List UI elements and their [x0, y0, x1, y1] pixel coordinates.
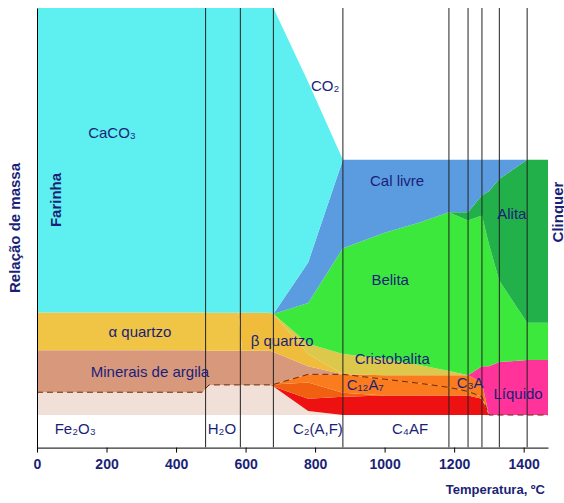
annotation: CO₂ — [311, 77, 340, 94]
reference-line — [448, 8, 449, 448]
annotation: H₂O — [208, 420, 236, 437]
series-label: C₂(A,F) — [293, 420, 343, 437]
x-tick-label: 1400 — [509, 456, 540, 472]
x-tick-label: 1200 — [439, 456, 470, 472]
area-band — [37, 8, 548, 314]
series-label: Minerais de argila — [91, 363, 210, 380]
x-tick-mark — [107, 448, 108, 453]
reference-line — [273, 8, 274, 448]
x-tick-mark — [246, 448, 247, 453]
y-axis — [37, 9, 38, 449]
x-tick-mark — [37, 448, 38, 453]
series-label: Fe₂O₃ — [55, 420, 96, 437]
x-tick: 1200 — [439, 448, 470, 472]
y-axis-title: Relação de massa — [6, 162, 23, 293]
x-tick-label: 200 — [95, 456, 119, 472]
x-tick-mark — [176, 448, 177, 453]
x-tick-mark — [315, 448, 316, 453]
series-label: Alita — [497, 205, 527, 222]
series-labels: Fe₂O₃ C₄AF C₂(A,F) C₁₂A₇ C₃A Líquido Minerais … — [55, 124, 543, 437]
reference-line — [205, 8, 206, 448]
series-label: Líquido — [493, 385, 542, 402]
annotation: Clinquer — [549, 181, 564, 242]
reference-line — [499, 8, 500, 448]
x-tick: 800 — [304, 448, 328, 472]
series-label: α quartzo — [108, 323, 171, 340]
x-tick-label: 400 — [165, 456, 189, 472]
plot-area — [37, 8, 548, 448]
reference-line — [342, 8, 343, 448]
x-axis-line — [38, 448, 549, 449]
x-tick: 200 — [95, 448, 119, 472]
x-axis: 0 200 400 600 800 1000 1200 1400 — [34, 448, 549, 472]
series-label: Cal livre — [370, 172, 424, 189]
chart: 0 200 400 600 800 1000 1200 1400 Temperatura, ºC… — [0, 0, 564, 503]
series-label: C₄AF — [392, 420, 428, 437]
reference-line — [240, 8, 241, 448]
series-label: C₃A — [457, 374, 484, 391]
x-tick-label: 1000 — [370, 456, 401, 472]
x-tick: 1000 — [370, 448, 401, 472]
series-label: β quartzo — [251, 332, 314, 349]
reference-line — [527, 8, 528, 448]
y-axis-line — [37, 9, 38, 449]
x-tick-label: 600 — [234, 456, 258, 472]
x-tick-mark — [454, 448, 455, 453]
series-label: Cristobalita — [355, 350, 431, 367]
series-label: Belita — [371, 271, 409, 288]
x-tick: 600 — [234, 448, 258, 472]
x-tick-mark — [524, 448, 525, 453]
boundary-line — [37, 374, 548, 415]
series-label: CaCO₃ — [88, 124, 136, 141]
x-tick-label: 0 — [34, 456, 42, 472]
x-tick-label: 800 — [304, 456, 328, 472]
x-tick: 1400 — [509, 448, 540, 472]
series-label: C₁₂A₇ — [347, 376, 384, 393]
x-axis-title: Temperatura, ºC — [446, 482, 546, 497]
x-tick: 400 — [165, 448, 189, 472]
x-tick: 0 — [34, 448, 42, 472]
x-tick-mark — [385, 448, 386, 453]
annotation: Farinha — [47, 172, 64, 227]
